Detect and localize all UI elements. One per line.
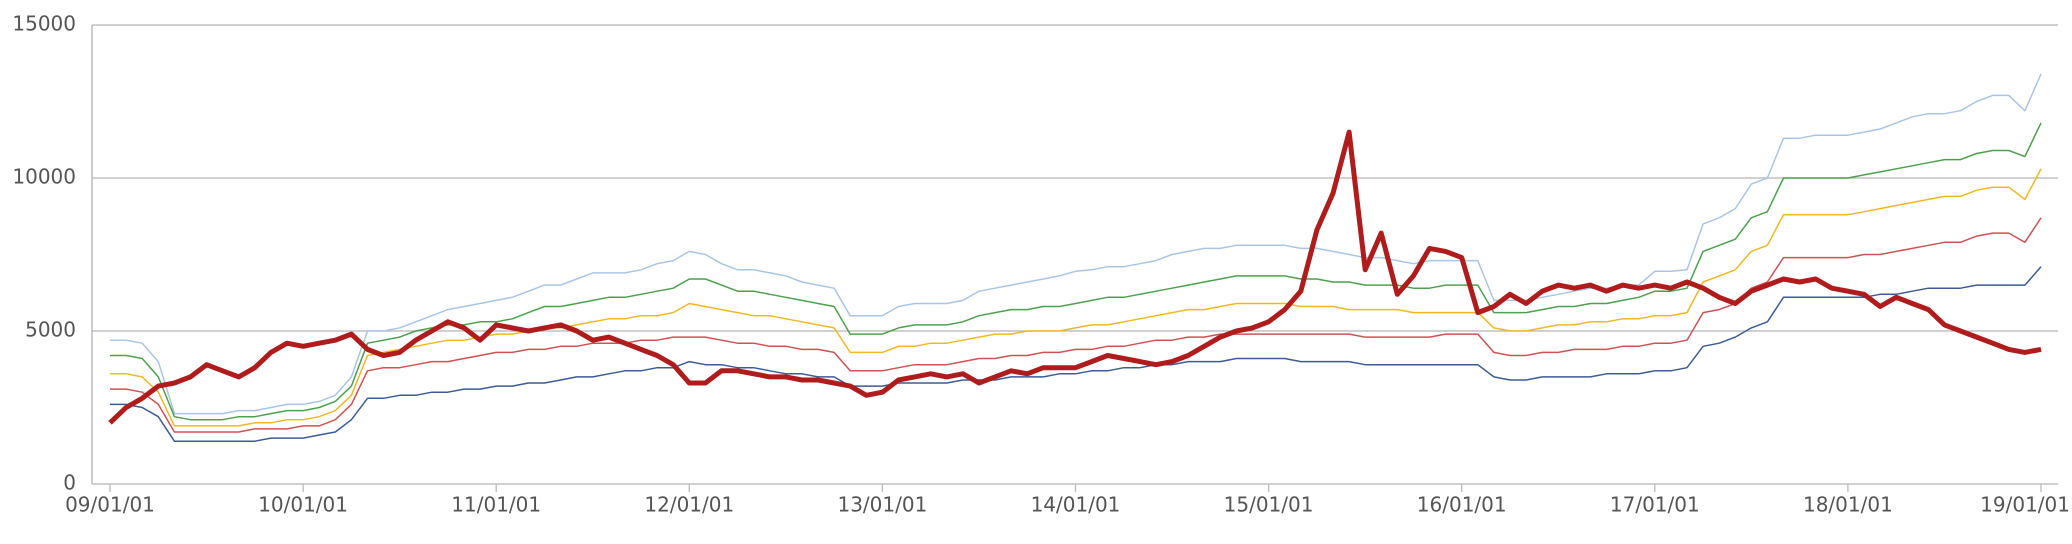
- x-tick-label: 18/01/01: [1803, 493, 1893, 517]
- y-tick-label: 5000: [25, 318, 76, 342]
- x-tick-label: 13/01/01: [837, 493, 927, 517]
- y-tick-label: 15000: [12, 12, 76, 36]
- series-line: [110, 217, 2042, 433]
- x-tick-label: 09/01/01: [65, 493, 155, 517]
- x-tick-label: 19/01/01: [1980, 493, 2070, 517]
- series-line: [110, 266, 2042, 442]
- series-line: [110, 168, 2042, 427]
- series-line: [110, 73, 2042, 415]
- x-tick-label: 12/01/01: [644, 493, 734, 517]
- y-tick-label: 10000: [12, 165, 76, 189]
- x-tick-label: 15/01/01: [1224, 493, 1314, 517]
- series-line: [108, 129, 2042, 425]
- x-tick-label: 17/01/01: [1610, 493, 1700, 517]
- y-tick-label: 0: [63, 471, 76, 495]
- x-tick-label: 14/01/01: [1031, 493, 1121, 517]
- x-tick-label: 11/01/01: [451, 493, 541, 517]
- x-tick-label: 10/01/01: [258, 493, 348, 517]
- series-line: [110, 122, 2042, 421]
- x-tick-label: 16/01/01: [1417, 493, 1507, 517]
